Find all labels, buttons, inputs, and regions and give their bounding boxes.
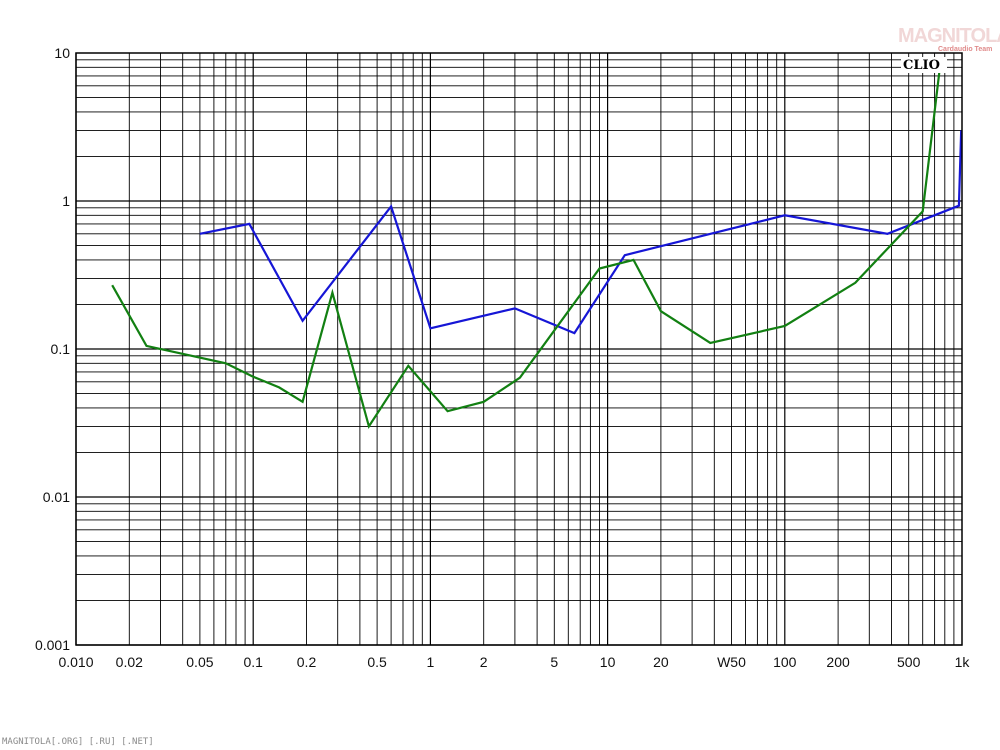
chart-tick-labels: 0.010 0.02 0.05 0.1 0.2 0.5 1 2 5 10 20 W50 100 200 50…: [35, 45, 970, 670]
clio-label-backdrop: [901, 57, 947, 73]
y-tick-label: 1: [62, 193, 70, 209]
footer-watermark: MAGNITOLA[.ORG] [.RU] [.NET]: [2, 737, 154, 747]
x-tick-label: 0.2: [297, 654, 317, 670]
x-tick-label: 2: [480, 654, 488, 670]
x-tick-label: 1k: [955, 654, 971, 670]
x-tick-label: 1: [427, 654, 435, 670]
chart-series: [111, 67, 963, 430]
y-tick-label: 10: [54, 45, 70, 61]
x-tick-label: 0.02: [116, 654, 143, 670]
x-tick-label: 0.010: [58, 654, 93, 670]
x-tick-label: 0.05: [186, 654, 213, 670]
series-line-2: [111, 67, 941, 430]
plot-frame: [75, 52, 963, 646]
x-tick-label: 200: [826, 654, 850, 670]
chart-grid: [75, 53, 962, 646]
magnitola-logo-subtitle: Cardaudio Team: [938, 46, 992, 53]
clio-brand-label: CLIO: [903, 58, 940, 73]
x-tick-label: 100: [773, 654, 797, 670]
x-tick-label: 5: [550, 654, 558, 670]
x-tick-label: 0.1: [243, 654, 263, 670]
magnitola-logo-text: MAGNITOLA: [898, 25, 1000, 47]
x-tick-label: 10: [600, 654, 616, 670]
x-tick-label: W50: [717, 654, 746, 670]
series-line-1: [199, 130, 963, 335]
x-tick-label: 500: [897, 654, 921, 670]
y-tick-label: 0.01: [43, 489, 70, 505]
y-tick-label: 0.1: [51, 341, 71, 357]
x-tick-label: 20: [653, 654, 669, 670]
y-tick-label: 0.001: [35, 637, 70, 653]
x-tick-label: 0.5: [367, 654, 387, 670]
